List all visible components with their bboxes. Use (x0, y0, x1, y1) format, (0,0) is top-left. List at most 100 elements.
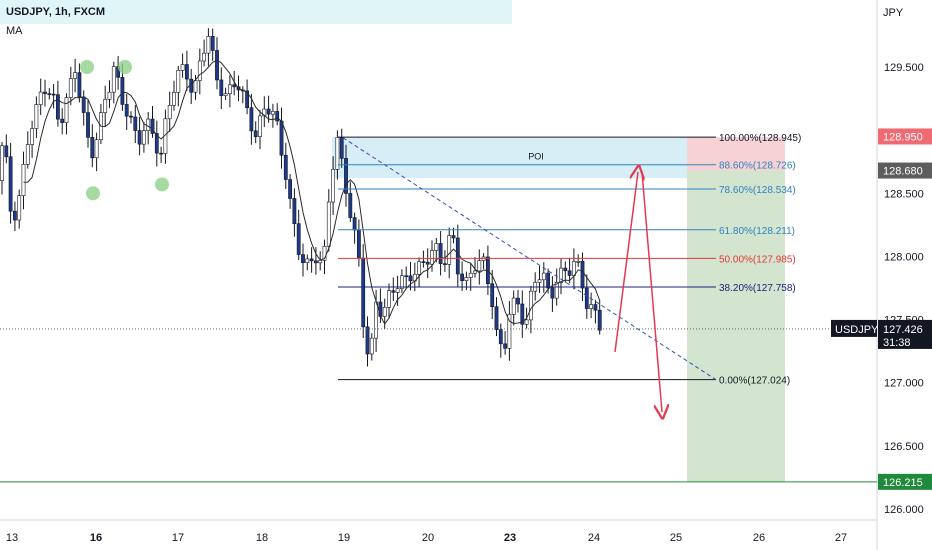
price-tick-label: 126.500 (884, 441, 924, 453)
candle-body (331, 168, 336, 203)
candle (275, 103, 280, 126)
candle (550, 276, 555, 312)
candle (356, 219, 361, 267)
candle (137, 116, 142, 156)
candle (30, 120, 35, 158)
candle-body (559, 267, 563, 283)
candle (223, 87, 228, 100)
candle (455, 224, 460, 287)
candle (124, 93, 129, 131)
candle (172, 80, 176, 111)
candle (589, 292, 594, 319)
candle-body (498, 329, 503, 345)
price-tick-label: 126.000 (884, 504, 924, 516)
candle-body (477, 260, 482, 272)
candle-body (34, 104, 39, 129)
candle (253, 121, 258, 144)
candle (481, 253, 486, 270)
price-tag-label: 128.950 (883, 131, 923, 143)
candle-body (421, 261, 426, 263)
candle-body (593, 304, 598, 311)
fib-level-label: 38.20%(127.758) (719, 283, 796, 294)
fib-level-label: 0.00%(127.024) (719, 376, 790, 387)
time-tick-label: 16 (90, 532, 102, 544)
candle (245, 79, 250, 115)
candle-body (133, 116, 138, 131)
candle-body (146, 118, 151, 131)
candle (13, 201, 17, 232)
time-tick-label: 24 (588, 532, 600, 544)
candle-body (399, 275, 404, 289)
candle (490, 269, 495, 320)
candle (258, 109, 262, 150)
axis-currency: JPY (883, 7, 904, 19)
candle-body (387, 290, 391, 308)
candle-body (391, 290, 396, 293)
candle-body (111, 66, 116, 93)
candle-body (159, 152, 164, 155)
candle-body (94, 139, 99, 159)
candle (25, 131, 30, 169)
symbol-title[interactable]: USDJPY, 1h, FXCM (6, 6, 106, 18)
candle-body (503, 343, 508, 349)
candle (468, 263, 473, 291)
fib-level-label: 50.00%(127.985) (719, 254, 796, 265)
candle (60, 108, 65, 135)
candle-body (494, 306, 499, 330)
candle (167, 91, 172, 132)
candle (219, 67, 224, 110)
candle (301, 243, 305, 277)
candle-body (279, 120, 284, 156)
time-tick-label: 26 (753, 532, 765, 544)
candle (520, 290, 525, 338)
candle (116, 56, 121, 90)
candle-body (348, 193, 353, 218)
candle (417, 257, 422, 288)
candle-body (193, 80, 198, 93)
candle (313, 247, 318, 275)
candle-body (154, 133, 159, 154)
candle-body (296, 223, 301, 255)
candle-body (455, 237, 460, 275)
time-tick-label: 20 (422, 532, 434, 544)
candle-body (73, 72, 78, 79)
candle-body (185, 64, 189, 80)
candle-body (490, 283, 495, 307)
candle-body (430, 250, 434, 265)
price-tick-label: 129.500 (884, 62, 924, 74)
candle (55, 80, 60, 127)
candle-body (374, 301, 379, 339)
indicator-label[interactable]: MA (6, 25, 23, 37)
candle (391, 277, 396, 301)
candle (326, 189, 331, 252)
candle-body (258, 115, 262, 137)
candle-body (202, 52, 207, 62)
candle (43, 79, 47, 107)
candle-body (292, 198, 297, 225)
candle (331, 156, 336, 216)
candle (4, 134, 9, 164)
candle (94, 132, 99, 172)
candle-body (64, 97, 69, 123)
candle (567, 257, 572, 284)
candle (576, 254, 581, 267)
fib-level-label: 61.80%(128.211) (719, 226, 795, 237)
candle (395, 275, 400, 307)
candle (81, 90, 86, 126)
fib-level-label: 88.60%(128.726) (719, 161, 796, 172)
candle-body (21, 164, 26, 196)
candle-body (90, 137, 95, 159)
candle (266, 95, 271, 123)
candle-body (507, 314, 512, 349)
candle (425, 248, 430, 279)
candle (270, 103, 275, 128)
candle (103, 85, 108, 127)
price-tick-label: 128.000 (884, 251, 924, 263)
candle (8, 142, 13, 224)
candle-body (142, 130, 146, 145)
candle-body (124, 104, 129, 117)
poi-label: POI (528, 151, 544, 161)
candle (185, 50, 189, 91)
candle-body (417, 261, 422, 275)
